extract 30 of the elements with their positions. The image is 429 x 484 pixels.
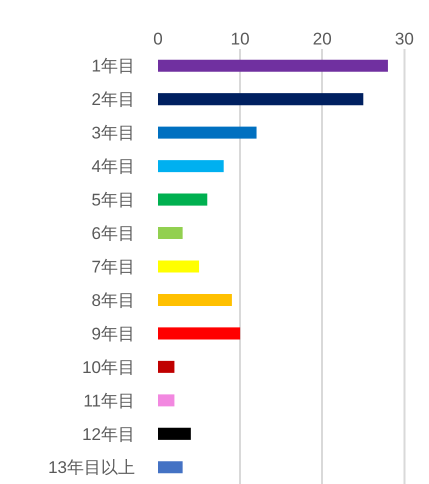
bar xyxy=(158,461,183,474)
y-tick-label: 13年目以上 xyxy=(48,458,135,478)
y-tick-label: 3年目 xyxy=(92,124,135,143)
x-tick-label: 0 xyxy=(153,30,163,49)
bar xyxy=(158,294,232,306)
y-tick-label: 1年目 xyxy=(92,56,135,76)
bar xyxy=(158,260,200,273)
x-tick-label: 30 xyxy=(394,30,414,49)
y-tick-label: 8年目 xyxy=(92,290,135,310)
y-tick-label: 12年目 xyxy=(82,424,135,444)
bar xyxy=(158,93,364,106)
x-tick-label: 10 xyxy=(230,30,250,49)
y-tick-label: 7年目 xyxy=(92,257,135,276)
y-tick-label: 2年目 xyxy=(92,90,135,110)
bar xyxy=(158,227,183,240)
bar xyxy=(158,360,174,373)
x-tick-label: 20 xyxy=(312,30,332,49)
y-tick-label: 6年目 xyxy=(92,224,135,243)
bar xyxy=(158,126,257,139)
bar xyxy=(158,327,240,340)
bar xyxy=(158,160,224,172)
bar xyxy=(158,60,388,72)
bar xyxy=(158,194,208,206)
y-tick-label: 11年目 xyxy=(83,391,135,410)
y-tick-label: 10年目 xyxy=(82,358,135,377)
bar xyxy=(158,394,174,406)
y-tick-label: 5年目 xyxy=(92,190,135,210)
y-tick-label: 9年目 xyxy=(92,324,135,344)
y-tick-label: 4年目 xyxy=(92,157,135,176)
bar xyxy=(158,428,191,440)
